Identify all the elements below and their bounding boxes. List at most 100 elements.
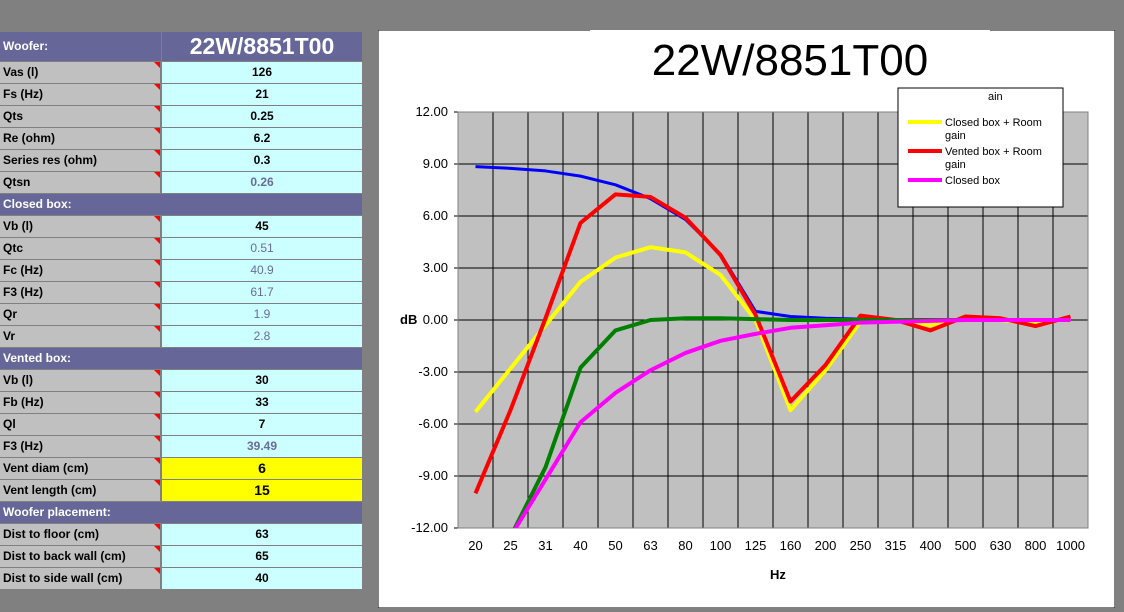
row-label: Fs (Hz) bbox=[0, 84, 161, 105]
x-tick-label: 20 bbox=[468, 538, 482, 553]
row-label: Vas (l) bbox=[0, 62, 161, 83]
y-tick-label: 0.00 bbox=[423, 312, 448, 327]
table-row: Vas (l) 126 bbox=[0, 62, 362, 84]
row-label: Vent length (cm) bbox=[0, 480, 161, 501]
legend-label: Closed box + Room gain bbox=[945, 117, 1042, 142]
x-tick-label: 500 bbox=[955, 538, 977, 553]
row-label: Woofer: bbox=[0, 32, 162, 61]
table-row: Vr 2.8 bbox=[0, 326, 362, 348]
legend-label: Vented box + Room gain bbox=[945, 146, 1042, 171]
row-label: F3 (Hz) bbox=[0, 436, 161, 457]
row-label: Vent diam (cm) bbox=[0, 458, 161, 479]
x-tick-label: 315 bbox=[885, 538, 907, 553]
row-value: 6.2 bbox=[162, 128, 362, 149]
row-label: Dist to side wall (cm) bbox=[0, 568, 161, 589]
series-line bbox=[513, 318, 1071, 528]
table-row: Re (ohm) 6.2 bbox=[0, 128, 362, 150]
row-label: Vb (l) bbox=[0, 370, 161, 391]
y-tick-label: 3.00 bbox=[423, 260, 448, 275]
row-value: 61.7 bbox=[162, 282, 362, 303]
chart: 22W/8851T00 dB Hz 12.00 9.00 6.00 3.00 0.00 -… bbox=[378, 30, 1115, 608]
row-value: 45 bbox=[162, 216, 362, 237]
table-row: Dist to floor (cm) 63 bbox=[0, 524, 362, 546]
legend-fragment: ain bbox=[988, 91, 1003, 103]
section-header: Woofer placement: bbox=[0, 502, 362, 524]
row-label: Re (ohm) bbox=[0, 128, 161, 149]
x-tick-label: 25 bbox=[503, 538, 517, 553]
table-row: Dist to side wall (cm) 40 bbox=[0, 568, 362, 590]
y-tick-label: -9.00 bbox=[418, 468, 448, 483]
row-label: Vented box: bbox=[0, 348, 362, 369]
legend bbox=[897, 87, 1064, 208]
table-row: Qtc 0.51 bbox=[0, 238, 362, 260]
row-value: 33 bbox=[162, 392, 362, 413]
row-value: 1.9 bbox=[162, 304, 362, 325]
table-row: Series res (ohm) 0.3 bbox=[0, 150, 362, 172]
title-box bbox=[590, 30, 990, 85]
row-label: Series res (ohm) bbox=[0, 150, 161, 171]
row-value: 6 bbox=[162, 458, 362, 479]
model-title: 22W/8851T00 bbox=[162, 32, 362, 61]
x-tick-label: 80 bbox=[678, 538, 692, 553]
table-row: Qtsn 0.26 bbox=[0, 172, 362, 194]
chart-title: 22W/8851T00 bbox=[652, 36, 928, 85]
row-value: 30 bbox=[162, 370, 362, 391]
table-row: Vb (l) 45 bbox=[0, 216, 362, 238]
row-value: 21 bbox=[162, 84, 362, 105]
x-tick-label: 100 bbox=[710, 538, 732, 553]
table-row: Vb (l) 30 bbox=[0, 370, 362, 392]
x-tick-label: 31 bbox=[538, 538, 552, 553]
row-value: 7 bbox=[162, 414, 362, 435]
y-tick-label: 9.00 bbox=[423, 156, 448, 171]
row-value: 40 bbox=[162, 568, 362, 589]
table-row: Ql 7 bbox=[0, 414, 362, 436]
row-value: 0.26 bbox=[162, 172, 362, 193]
table-row: Vent diam (cm) 6 bbox=[0, 458, 362, 480]
table-row: Qts 0.25 bbox=[0, 106, 362, 128]
plot-border bbox=[457, 111, 1089, 529]
row-label: Qts bbox=[0, 106, 161, 127]
row-label: Dist to back wall (cm) bbox=[0, 546, 161, 567]
y-axis-label: dB bbox=[400, 312, 417, 327]
row-label: Woofer placement: bbox=[0, 502, 362, 523]
table-row: Fs (Hz) 21 bbox=[0, 84, 362, 106]
x-tick-label: 200 bbox=[815, 538, 837, 553]
row-value: 2.8 bbox=[162, 326, 362, 347]
row-value: 126 bbox=[162, 62, 362, 83]
row-label: Fb (Hz) bbox=[0, 392, 161, 413]
x-tick-label: 40 bbox=[573, 538, 587, 553]
table-row: Fb (Hz) 33 bbox=[0, 392, 362, 414]
row-label: Qtsn bbox=[0, 172, 161, 193]
row-value: 63 bbox=[162, 524, 362, 545]
row-value: 39.49 bbox=[162, 436, 362, 457]
y-tick-label: -6.00 bbox=[418, 416, 448, 431]
section-header: Woofer: 22W/8851T00 bbox=[0, 32, 362, 62]
table-row: Qr 1.9 bbox=[0, 304, 362, 326]
row-label: Vr bbox=[0, 326, 161, 347]
row-value: 0.25 bbox=[162, 106, 362, 127]
row-label: Qtc bbox=[0, 238, 161, 259]
row-value: 0.3 bbox=[162, 150, 362, 171]
table-row: Vent length (cm) 15 bbox=[0, 480, 362, 502]
y-tick-label: 6.00 bbox=[423, 208, 448, 223]
x-tick-label: 250 bbox=[850, 538, 872, 553]
y-tick-label: -3.00 bbox=[418, 364, 448, 379]
x-tick-label: 50 bbox=[608, 538, 622, 553]
row-label: F3 (Hz) bbox=[0, 282, 161, 303]
row-label: Closed box: bbox=[0, 194, 362, 215]
row-label: Vb (l) bbox=[0, 216, 161, 237]
x-tick-label: 630 bbox=[990, 538, 1012, 553]
x-tick-label: 1000 bbox=[1056, 538, 1085, 553]
table-row: F3 (Hz) 39.49 bbox=[0, 436, 362, 458]
x-tick-label: 125 bbox=[745, 538, 767, 553]
legend-label: Closed box bbox=[945, 175, 1001, 187]
x-tick-label: 160 bbox=[780, 538, 802, 553]
table-row: Dist to back wall (cm) 65 bbox=[0, 546, 362, 568]
row-value: 40.9 bbox=[162, 260, 362, 281]
series-group bbox=[473, 165, 1072, 528]
x-axis-label: Hz bbox=[770, 567, 786, 582]
x-tick-label: 400 bbox=[920, 538, 942, 553]
section-header: Vented box: bbox=[0, 348, 362, 370]
row-label: Dist to floor (cm) bbox=[0, 524, 161, 545]
